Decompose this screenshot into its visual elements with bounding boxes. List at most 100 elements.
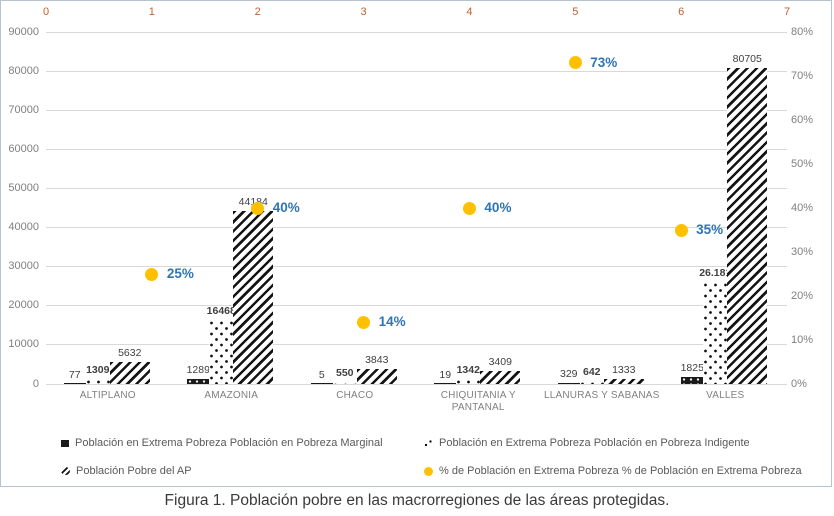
legend-item-pobreza-marginal: Población en Extrema Pobreza Población e… <box>61 436 383 450</box>
gridline <box>46 70 787 72</box>
secondary-y-axis-tick-label: 40% <box>791 201 814 214</box>
bar-pobreza-indigente <box>332 381 357 384</box>
bar-value-label: 329 <box>559 367 578 380</box>
bar-poblacion-pobre-ap <box>603 378 644 384</box>
percentage-marker <box>145 267 159 281</box>
top-axis-tick-label: 0 <box>42 6 50 18</box>
legend-label: Población en Extrema Pobreza Población e… <box>439 437 750 449</box>
y-axis-tick-label: 0 <box>32 377 39 390</box>
gridline <box>46 187 787 189</box>
bar-pobreza-indigente <box>703 281 728 384</box>
bar-pobreza-marginal <box>434 383 457 384</box>
category-label: AMAZONIA <box>204 390 259 401</box>
y-axis-tick-label: 20000 <box>8 299 39 312</box>
legend-item-poblacion-pobre-ap: Población Pobre del AP <box>61 464 192 478</box>
gridline <box>46 31 787 33</box>
percentage-marker <box>357 315 371 329</box>
percentage-marker <box>251 201 265 215</box>
bar-pobreza-marginal <box>187 378 210 384</box>
legend-label: Población en Extrema Pobreza Población e… <box>75 437 383 449</box>
gridline <box>46 266 787 268</box>
chart-figure: 0 10000 20000 30000 40000 50000 60000 70000 8000… <box>0 0 832 487</box>
y-axis-tick-label: 40000 <box>8 221 39 234</box>
bar-pobreza-marginal <box>63 383 86 384</box>
category-label: ALTIPLANO <box>79 390 136 401</box>
bar-value-label: 550 <box>335 366 354 379</box>
bar-value-label: 1333 <box>612 363 636 376</box>
category-label: CHACO <box>336 390 374 401</box>
top-axis-tick-label: 1 <box>148 6 155 18</box>
bar-pobreza-marginal <box>681 376 704 384</box>
bar-value-label: 1289 <box>186 363 210 376</box>
legend: Población en Extrema Pobreza Población e… <box>1 431 833 487</box>
category-label: VALLES <box>706 390 745 401</box>
bar-pobreza-marginal <box>557 382 580 384</box>
top-axis-tick-label: 4 <box>466 6 473 18</box>
bar-value-label: 3843 <box>365 353 389 366</box>
percentage-label: 73% <box>590 54 618 70</box>
percentage-label: 40% <box>484 200 512 215</box>
secondary-y-axis-tick-label: 30% <box>791 245 814 258</box>
y-axis-tick-label: 70000 <box>8 103 39 116</box>
bar-value-label: 1342 <box>456 363 480 376</box>
top-axis-tick-label: 3 <box>360 6 367 18</box>
y-axis-tick-label: 80000 <box>8 64 39 77</box>
legend-item-porcentaje-extrema-pobreza: % de Población en Extrema Pobreza % de P… <box>424 464 802 478</box>
bar-value-label: 5632 <box>118 346 142 359</box>
gridline <box>46 227 787 229</box>
bar-poblacion-pobre-ap <box>109 361 150 384</box>
bar-value-label: 1825 <box>680 361 704 374</box>
bar-value-label: 77 <box>68 368 81 381</box>
bar-pobreza-marginal <box>310 383 333 384</box>
gridline <box>46 148 787 150</box>
bar-poblacion-pobre-ap <box>480 370 521 384</box>
hatched-square-legend-icon <box>61 467 70 475</box>
top-axis-tick-label: 7 <box>783 6 791 18</box>
black-square-legend-icon <box>61 439 69 447</box>
secondary-y-axis-tick-label: 20% <box>791 289 814 302</box>
bar-poblacion-pobre-ap <box>356 368 397 384</box>
top-axis-tick-label: 6 <box>678 6 685 18</box>
secondary-y-axis-tick-label: 80% <box>791 25 814 38</box>
y-axis-tick-label: 50000 <box>8 181 39 194</box>
bar-value-label: 642 <box>582 366 601 379</box>
secondary-y-axis-tick-label: 0% <box>791 377 807 390</box>
bar-pobreza-indigente <box>85 378 110 384</box>
gridline <box>46 383 787 385</box>
secondary-y-axis-tick-label: 50% <box>791 157 814 170</box>
percentage-marker <box>462 201 476 215</box>
category-label: CHIQUITANIA Y PANTANAL <box>440 390 516 413</box>
legend-label: % de Población en Extrema Pobreza % de P… <box>439 465 802 477</box>
bar-value-label: 16468 <box>206 304 236 317</box>
percentage-label: 25% <box>166 266 194 281</box>
bar-pobreza-indigente <box>579 381 604 384</box>
percentage-label: 14% <box>378 314 406 330</box>
category-label: LLANURAS Y SABANAS <box>543 390 660 401</box>
bar-poblacion-pobre-ap <box>727 68 768 384</box>
secondary-y-axis-tick-label: 70% <box>791 69 814 82</box>
y-axis-tick-label: 60000 <box>8 142 39 155</box>
bar-pobreza-indigente <box>456 378 481 384</box>
gridline <box>46 344 787 346</box>
plot-area: 0 10000 20000 30000 40000 50000 60000 70000 8000… <box>1 1 833 488</box>
bar-value-label: 19 <box>439 368 452 381</box>
top-axis-tick-label: 2 <box>254 6 261 18</box>
percentage-marker <box>674 223 688 237</box>
figure-caption: Figura 1. Población pobre en las macrorr… <box>164 492 670 509</box>
percentage-marker <box>568 56 582 70</box>
y-axis-tick-label: 90000 <box>8 25 39 38</box>
y-axis-tick-label: 10000 <box>8 338 39 351</box>
y-axis-tick-label: 30000 <box>8 260 39 273</box>
bar-value-label: 3409 <box>488 355 512 368</box>
bar-poblacion-pobre-ap <box>233 211 274 384</box>
secondary-y-axis-tick-label: 10% <box>791 333 814 346</box>
bar-value-label: 1309 <box>86 363 110 376</box>
bar-pobreza-indigente <box>209 319 234 384</box>
dotted-square-legend-icon <box>424 439 433 447</box>
top-axis-tick-label: 5 <box>572 6 579 18</box>
secondary-y-axis-tick-label: 60% <box>791 113 814 126</box>
percentage-label: 40% <box>272 200 300 215</box>
bar-value-label: 80705 <box>732 53 762 66</box>
legend-item-pobreza-indigente: Población en Extrema Pobreza Población e… <box>424 436 750 450</box>
